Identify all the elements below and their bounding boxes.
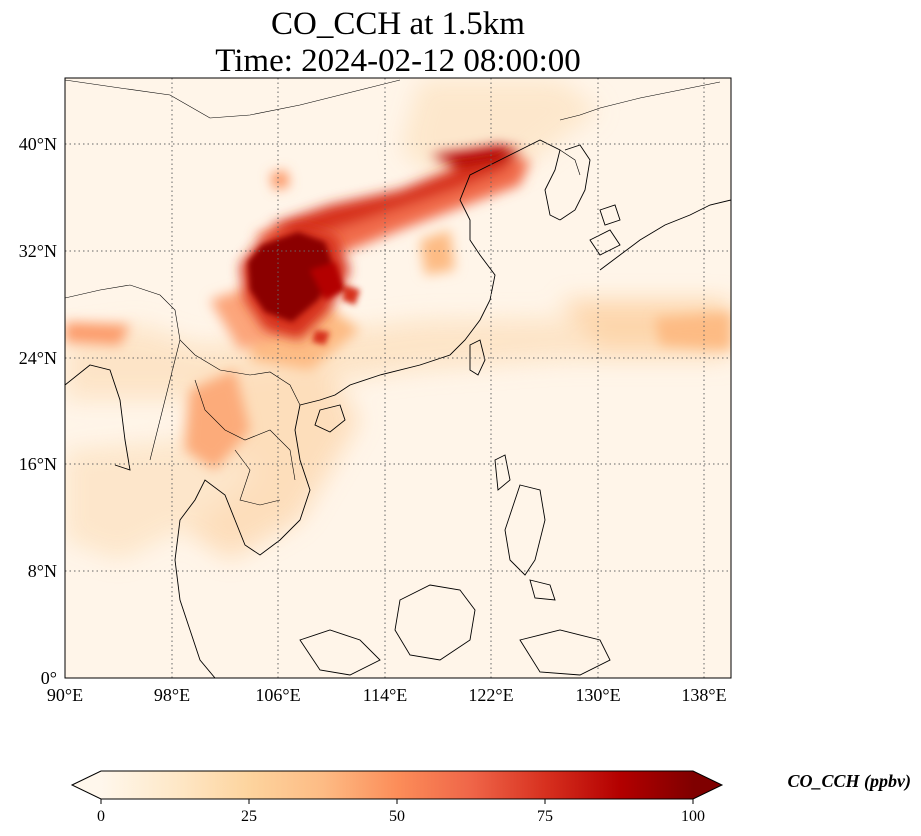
y-tick-label: 16°N: [19, 454, 57, 474]
x-tick-label: 90°E: [47, 685, 83, 705]
y-tick-label: 32°N: [19, 241, 57, 261]
map-frame: [64, 77, 732, 679]
y-tick-label: 0°: [41, 668, 57, 688]
title-line-2: Time: 2024-02-12 08:00:00: [215, 43, 580, 79]
y-tick-label: 40°N: [19, 134, 57, 154]
x-tick-label: 106°E: [255, 685, 300, 705]
colorbar-bar: [101, 771, 694, 799]
x-tick-label: 114°E: [363, 685, 408, 705]
colorbar-tick-label: 75: [537, 808, 553, 825]
colorbar-tick-label: 50: [389, 808, 405, 825]
colorbar: 0 25 50 75 100 CO_CCH (ppbv): [70, 770, 912, 825]
title-line-1: CO_CCH at 1.5km: [271, 6, 525, 42]
colorbar-tick-label: 25: [241, 808, 257, 825]
x-tick-label: 98°E: [154, 685, 190, 705]
colorbar-tick-label: 0: [97, 808, 105, 825]
x-tick-label: 130°E: [575, 685, 620, 705]
colorbar-extend-max: [693, 771, 722, 799]
x-tick-label: 138°E: [681, 685, 726, 705]
x-tick-label: 122°E: [468, 685, 513, 705]
colorbar-label: CO_CCH (ppbv): [788, 771, 912, 792]
map-panel: 90°E 98°E 106°E 114°E 122°E 130°E 138°E …: [19, 77, 732, 705]
x-tick-labels: 90°E 98°E 106°E 114°E 122°E 130°E 138°E: [47, 685, 727, 705]
y-tick-label: 24°N: [19, 348, 57, 368]
gridlines: [65, 78, 731, 678]
colorbar-ticks: [100, 799, 694, 804]
y-tick-labels: 0° 8°N 16°N 24°N 32°N 40°N: [19, 134, 57, 688]
coastlines: [65, 139, 731, 678]
co-concentration-field: [65, 80, 731, 560]
y-tick-label: 8°N: [28, 561, 57, 581]
country-borders: [65, 79, 721, 506]
colorbar-extend-min: [72, 771, 102, 799]
colorbar-tick-label: 100: [681, 808, 705, 825]
